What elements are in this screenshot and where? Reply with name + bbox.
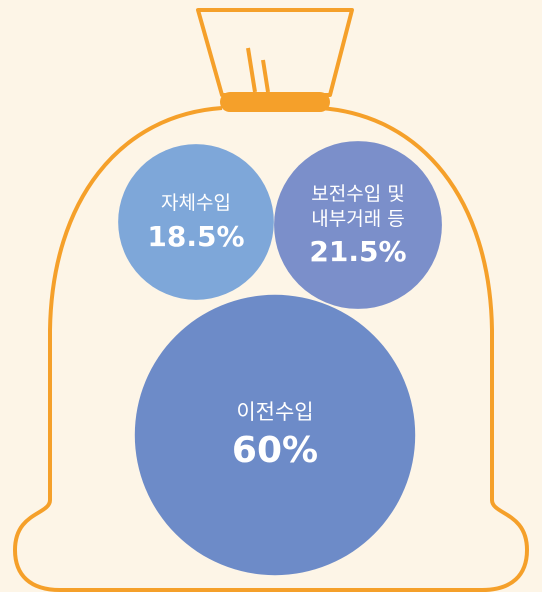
category-label: 자체수입 <box>161 192 231 215</box>
bubble <box>274 141 442 309</box>
bubble <box>134 294 416 576</box>
value-label: 21.5% <box>309 235 407 269</box>
bubble-label: 자체수입 18.5% <box>147 191 244 253</box>
category-label: 이전수입 <box>236 399 314 424</box>
value-label: 60% <box>231 430 319 472</box>
sack <box>12 8 530 592</box>
bubble-label: 이전수입 60% <box>232 399 318 471</box>
category-label: 보전수입 및 내부거래 등 <box>311 182 405 230</box>
bubble <box>118 144 274 300</box>
bubble-label: 보전수입 및 내부거래 등 21.5% <box>309 182 406 268</box>
sack-tie <box>220 92 330 112</box>
value-label: 18.5% <box>147 219 245 253</box>
